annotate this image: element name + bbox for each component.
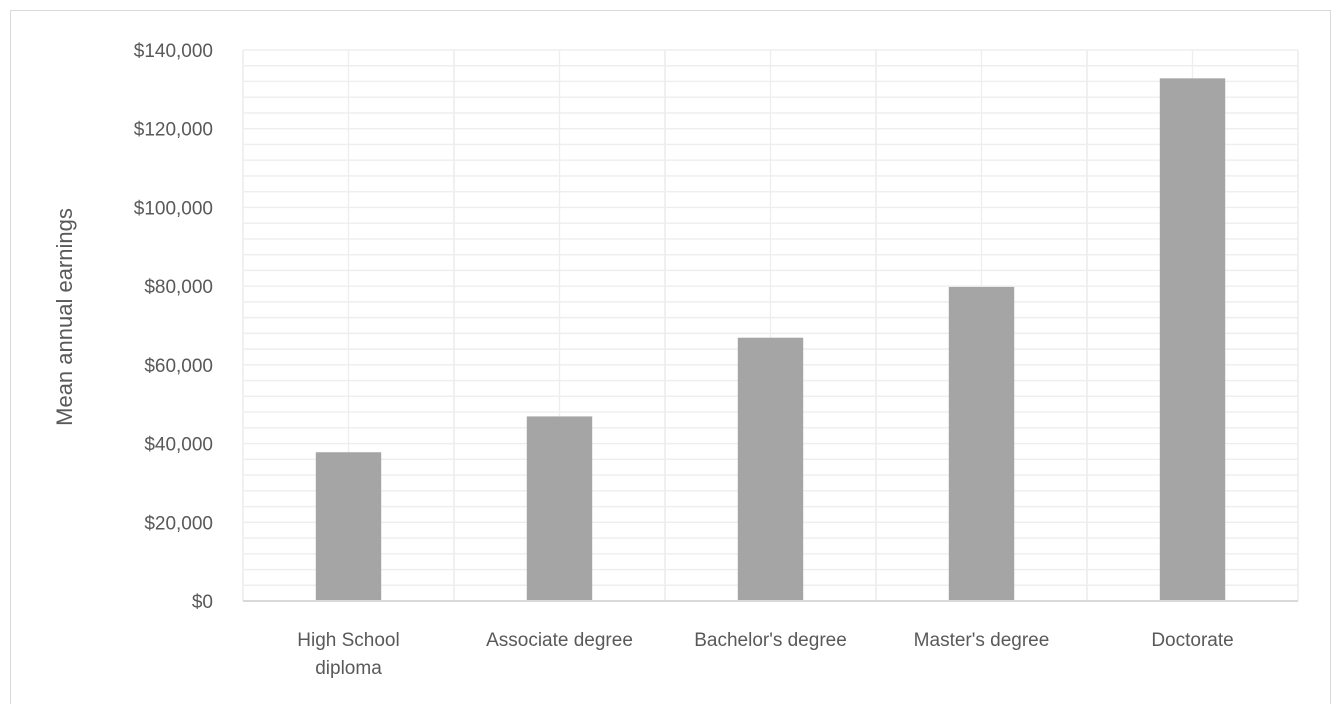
x-tick-label: Master's degree [914,630,1050,651]
bar [1159,78,1226,601]
x-tick-label: High School [297,630,399,651]
x-tick-labels: High School diploma Associate degree Bachel… [297,630,1233,679]
y-tick-labels: $0 $20,000 $40,000 $60,000 $80,000 $100,000 $1… [134,41,213,613]
y-tick-label: $40,000 [144,435,213,456]
chart-frame [10,10,1331,704]
x-tick-label: diploma [315,658,382,679]
y-tick-label: $60,000 [144,356,213,377]
y-tick-label: $140,000 [134,41,213,62]
y-tick-label: $0 [192,592,213,613]
y-tick-label: $80,000 [144,277,213,298]
bars [315,78,1226,601]
bar [315,452,382,601]
x-tick-label: Doctorate [1151,630,1233,651]
y-tick-label: $20,000 [144,513,213,534]
bar [948,286,1015,601]
bar [737,337,804,601]
y-tick-label: $100,000 [134,198,213,219]
x-tick-label: Associate degree [486,630,633,651]
x-tick-label: Bachelor's degree [694,630,847,651]
y-tick-label: $120,000 [134,120,213,141]
y-axis-label: Mean annual earnings [52,208,77,426]
bar [526,416,593,601]
